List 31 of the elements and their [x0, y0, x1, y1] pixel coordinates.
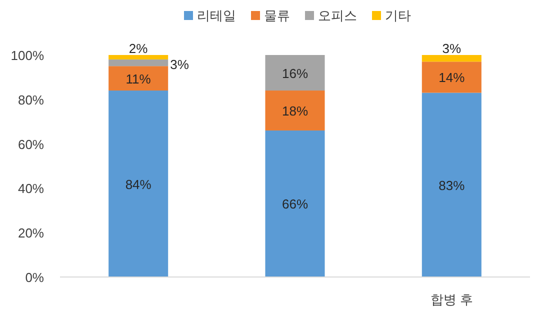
y-tick-label: 60% — [18, 136, 44, 152]
data-label: 66% — [282, 196, 308, 212]
bar — [265, 90, 325, 130]
bar — [108, 59, 168, 66]
data-label: 18% — [282, 104, 308, 118]
legend-label: 리테일 — [197, 8, 236, 23]
bar — [265, 55, 325, 91]
data-label: 11% — [126, 71, 152, 86]
y-tick-label: 0% — [25, 270, 44, 285]
y-tick-label: 80% — [18, 92, 44, 108]
bar — [108, 55, 168, 60]
data-label: 3% — [170, 56, 190, 72]
x-tick-label: 합병 후 — [430, 292, 473, 307]
data-label: 14% — [438, 70, 466, 86]
legend-label: 오피스 — [318, 8, 357, 23]
data-label: 3% — [442, 41, 462, 56]
data-label: 84% — [125, 176, 152, 192]
data-label: 16% — [282, 66, 308, 81]
bar — [422, 55, 482, 62]
data-label: 83% — [438, 178, 466, 193]
data-label: 2% — [128, 41, 148, 56]
bar — [422, 62, 482, 93]
y-tick-label: 100% — [10, 48, 44, 63]
y-tick-label: 40% — [18, 181, 44, 196]
y-tick-label: 20% — [18, 226, 44, 241]
legend-label: 물류 — [264, 8, 290, 23]
bar — [108, 90, 168, 277]
bar — [108, 66, 168, 91]
bar — [265, 130, 325, 277]
bar — [422, 92, 482, 277]
legend-label: 기타 — [385, 8, 411, 23]
